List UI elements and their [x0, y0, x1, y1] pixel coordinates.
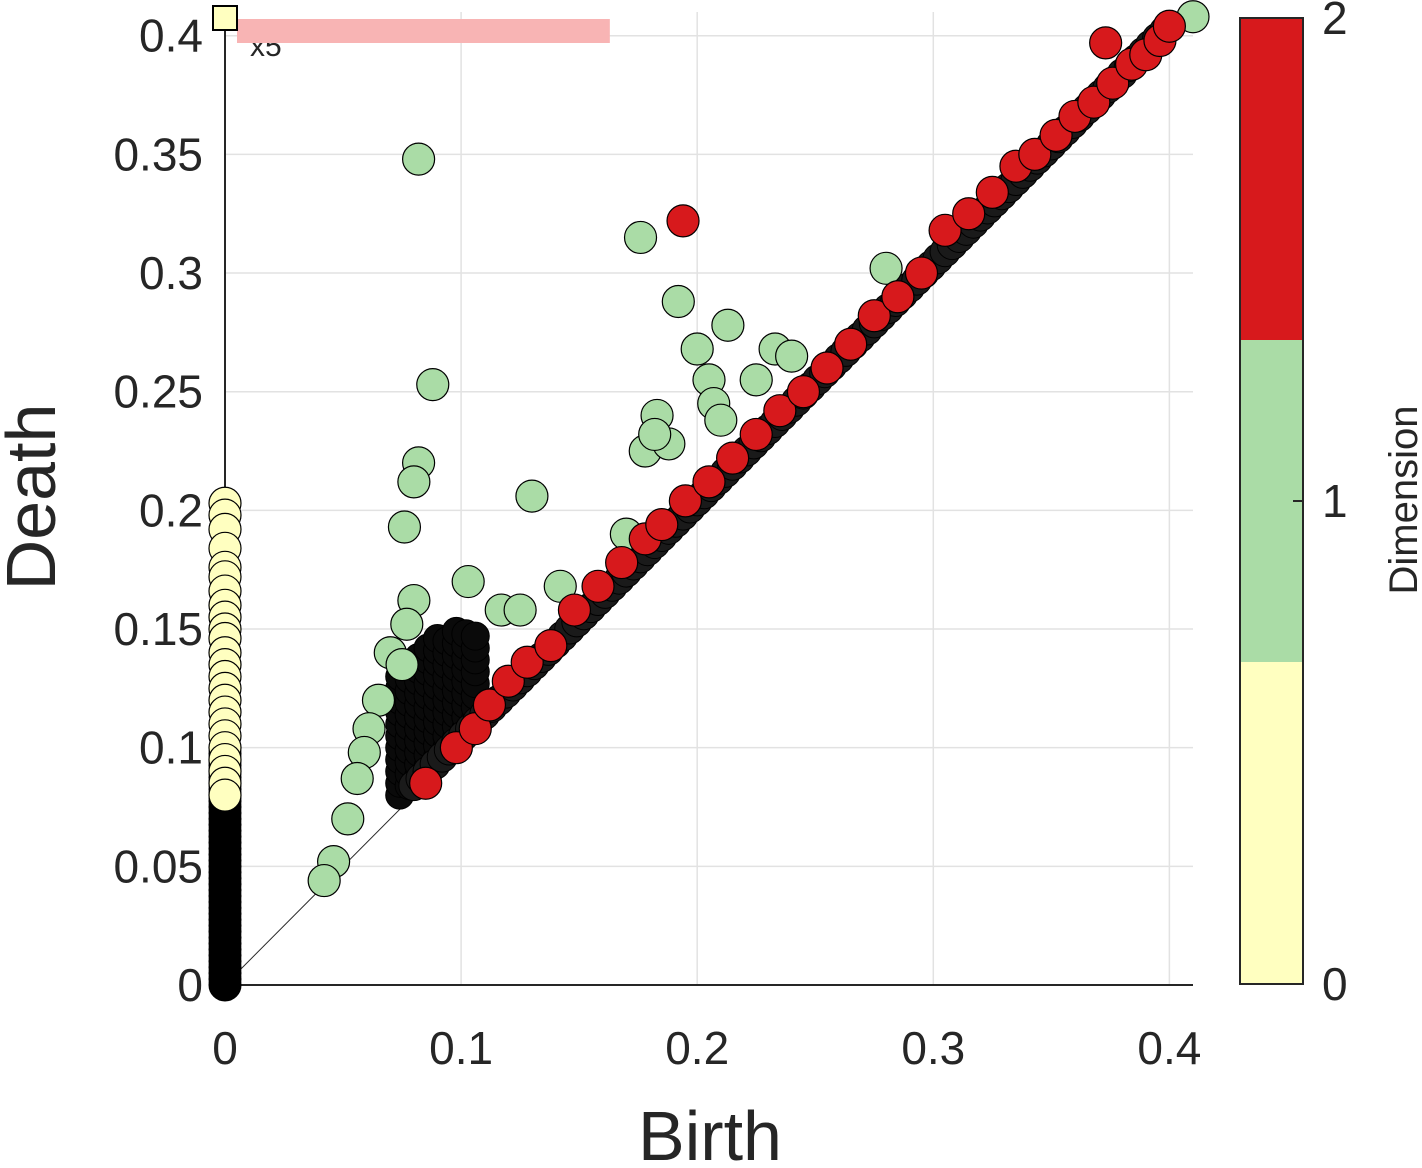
dim2-point — [668, 484, 702, 518]
colorbar-title: Dimension — [1382, 406, 1422, 595]
dim1-point — [390, 607, 424, 641]
dim2-point — [975, 175, 1009, 209]
dim2-point — [645, 508, 679, 542]
colorbar: 0 1 2 — [1239, 0, 1348, 1010]
dim2-point — [904, 256, 939, 290]
dim1-point — [307, 863, 341, 898]
dim1-point — [361, 683, 396, 717]
y-tick-label: 0.4 — [139, 10, 203, 62]
dim2-point — [510, 645, 544, 679]
dim2-point — [857, 299, 891, 333]
y-axis-title: Death — [0, 404, 70, 591]
dim2-point — [716, 441, 750, 475]
annotations: x5 — [212, 5, 610, 63]
dim1-point — [739, 363, 773, 397]
dim1-point — [638, 417, 672, 452]
y-tick-label: 0.25 — [113, 366, 203, 418]
dim2-point — [1152, 9, 1186, 43]
colorbar-tick-label: 1 — [1322, 475, 1348, 527]
x-tick-label: 0.3 — [901, 1022, 965, 1074]
x-tick-label: 0.1 — [429, 1022, 493, 1074]
colorbar-segment — [1240, 662, 1303, 984]
dim2-point — [1089, 26, 1123, 60]
dim1-point — [385, 648, 419, 682]
x-tick-label: 0.4 — [1137, 1022, 1201, 1074]
dim1-point — [416, 367, 450, 402]
dim2-point — [605, 545, 639, 580]
colorbar-tick-label: 2 — [1322, 0, 1348, 44]
scatter-points — [208, 0, 1210, 1002]
y-tick-label: 0.15 — [113, 603, 203, 655]
y-tick-label: 0.3 — [139, 247, 203, 299]
dim2-point — [1018, 137, 1052, 171]
dim1-point — [515, 479, 549, 513]
colorbar-tick-label: 0 — [1322, 958, 1348, 1010]
dim1-point — [711, 308, 745, 342]
dim2-point — [581, 569, 615, 603]
dim1-point — [331, 802, 365, 836]
dim1-point — [680, 332, 714, 366]
dim1-point — [869, 251, 903, 285]
dim2-point — [472, 688, 507, 722]
y-tick-label: 0.35 — [113, 128, 203, 180]
dim1-point — [775, 339, 809, 373]
dim2-point — [952, 197, 986, 231]
dim2-point — [409, 766, 443, 800]
dim1-point — [397, 465, 431, 499]
x-tick-label: 0.2 — [665, 1022, 729, 1074]
infinite-marker — [212, 5, 238, 31]
dim2-point — [534, 629, 568, 663]
dim1-point — [402, 142, 436, 176]
dim2-point — [810, 351, 844, 385]
dim1-dense-point — [460, 621, 490, 651]
dim1-point — [661, 284, 695, 319]
dim2-point — [739, 417, 773, 452]
dim1-point — [451, 564, 485, 599]
dim2-point — [692, 465, 726, 499]
dim1-point — [340, 761, 374, 796]
dim2-point — [881, 280, 915, 314]
infinite-bar — [237, 19, 610, 43]
dim0-point — [208, 778, 242, 812]
y-tick-label: 0.05 — [113, 840, 203, 892]
dim2-point — [666, 204, 700, 238]
dim1-point — [623, 220, 658, 255]
dim2-point — [786, 375, 821, 409]
y-tick-label: 0.2 — [139, 484, 203, 536]
colorbar-segment — [1240, 340, 1303, 662]
dim1-point — [387, 510, 422, 544]
tick-labels: 0 0.1 0.2 0.3 0.4 0 0.05 0.1 0.15 0.2 0.25 0.3 0.35 0… — [113, 10, 1201, 1074]
dim2-point — [928, 213, 962, 247]
dim1-point — [503, 593, 537, 627]
dim2-point — [834, 327, 868, 361]
dim2-point — [763, 394, 797, 428]
y-tick-label: 0.1 — [139, 722, 203, 774]
y-tick-label: 0 — [177, 959, 203, 1011]
x-axis-title: Birth — [638, 1097, 782, 1168]
dim1-point — [704, 403, 738, 437]
x-tick-label: 0 — [212, 1022, 238, 1074]
dim2-point — [557, 593, 592, 627]
colorbar-segment — [1240, 18, 1303, 340]
